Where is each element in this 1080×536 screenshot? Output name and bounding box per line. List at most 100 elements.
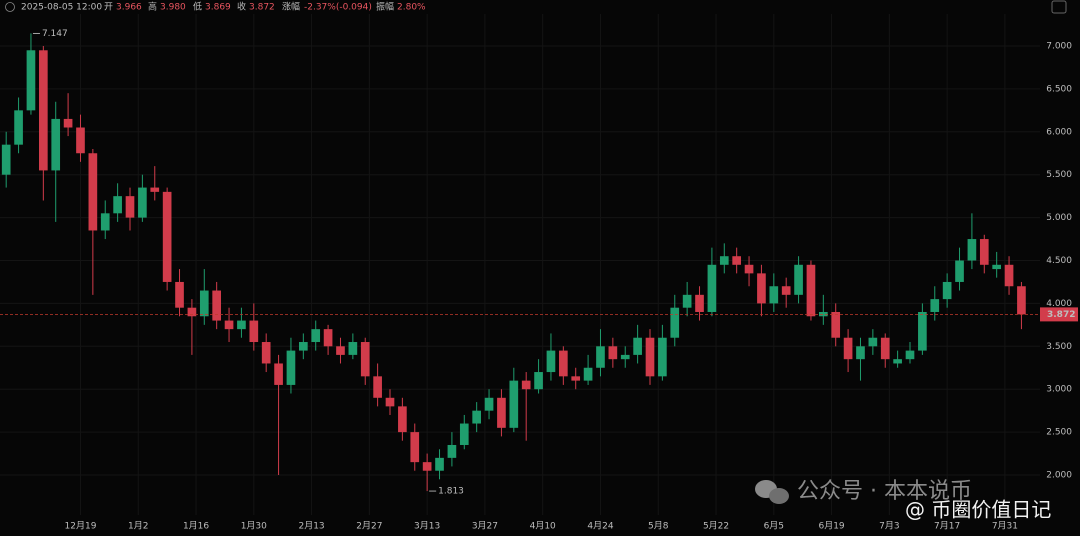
candle-body [113,196,122,214]
candle-body [905,350,915,360]
candle-body [781,286,791,295]
header-value: 3.966 [116,3,142,13]
y-tick-label: 3.500 [1046,342,1072,352]
x-tick-label: 2月13 [298,521,324,532]
settings-icon[interactable] [1051,0,1067,14]
min-annotation: 1.813 [438,487,464,497]
candle-body [695,294,704,312]
candle-body [559,350,568,377]
y-tick-label: 7.000 [1046,41,1072,51]
candle-body [1,144,11,175]
candle-body [521,380,531,390]
x-tick-label: 7月17 [934,521,960,532]
candle-body [819,311,828,317]
header-value: 2.80% [397,3,426,13]
candle-body [942,281,952,300]
candle-body [336,346,345,355]
candle-body [670,307,680,338]
candle-body [26,50,36,111]
candle-body [571,376,581,381]
candle-body [286,350,296,385]
header-label: 高 [148,1,157,13]
candle-body [51,118,61,171]
candle-body [175,281,184,308]
candle-body [794,264,803,295]
candle-body [843,337,853,360]
candle-body [385,397,395,407]
candle-body [658,337,667,377]
candle-body [360,342,370,377]
candle-body [682,294,692,308]
y-tick-label: 2.500 [1046,428,1072,438]
candle-body [1004,264,1014,287]
candle-body [930,299,940,312]
x-tick-label: 1月2 [128,521,148,532]
header-label: 低 [193,1,202,13]
candle-body [831,311,841,338]
candle-body [88,153,98,231]
candle-body [620,354,630,360]
candle-body [199,290,209,317]
candle-body [299,342,308,351]
header-time: 2025-08-05 12:00 [21,3,102,13]
x-tick-label: 6月5 [764,521,784,532]
candle-body [707,264,717,312]
candle-body [645,337,655,377]
candle-body [472,410,481,424]
candle-body [162,191,172,282]
header-label: 开 [104,2,113,13]
candle-body [311,329,321,343]
candle-body [76,127,85,154]
candle-body [633,337,642,355]
header-label: 振幅 [376,1,394,13]
candle-body [63,118,73,128]
candle-body [534,372,543,390]
candle-body [125,196,135,218]
y-tick-label: 2.000 [1046,471,1072,481]
watermark: @ 币圈价值日记 [905,498,1051,522]
candle-body [14,110,23,145]
candle-body [398,406,407,433]
candle-body [918,311,927,351]
y-tick-label: 5.500 [1046,170,1072,180]
candle-body [893,359,902,364]
x-tick-label: 6月19 [818,521,844,532]
candle-body [410,432,420,463]
header-value: 3.980 [160,3,186,13]
candle-body [348,342,358,355]
candle-body [224,320,234,330]
candle-body [274,363,283,385]
y-tick-label: 6.500 [1046,84,1072,94]
x-tick-label: 3月13 [414,521,440,532]
candle-body [422,462,432,471]
candle-body [979,239,989,265]
x-tick-label: 7月3 [879,521,899,532]
x-tick-label: 2月27 [356,521,382,532]
menu-icon[interactable] [5,2,15,12]
candle-body [39,50,48,171]
header-value: 3.869 [205,3,231,13]
candle-body [249,320,259,343]
candle-body [100,213,110,231]
header-value: 3.872 [249,3,275,13]
header-value: -2.37%(-0.094) [304,3,372,13]
y-tick-label: 4.000 [1046,299,1072,309]
candle-body [237,320,246,330]
x-tick-label: 4月24 [587,521,613,532]
candle-body [769,286,779,304]
candle-body [744,264,754,274]
x-tick-label: 5月22 [703,521,729,532]
candle-body [212,290,221,321]
candle-body [447,444,457,458]
header-label: 涨幅 [282,1,300,13]
x-tick-label: 3月27 [472,521,498,532]
x-tick-label: 1月30 [241,521,267,532]
candle-body [1017,286,1026,315]
max-annotation: 7.147 [42,29,68,39]
x-tick-label: 7月31 [992,521,1018,532]
candle-body [583,367,593,381]
candle-body [732,256,741,265]
x-tick-label: 4月10 [530,521,556,532]
